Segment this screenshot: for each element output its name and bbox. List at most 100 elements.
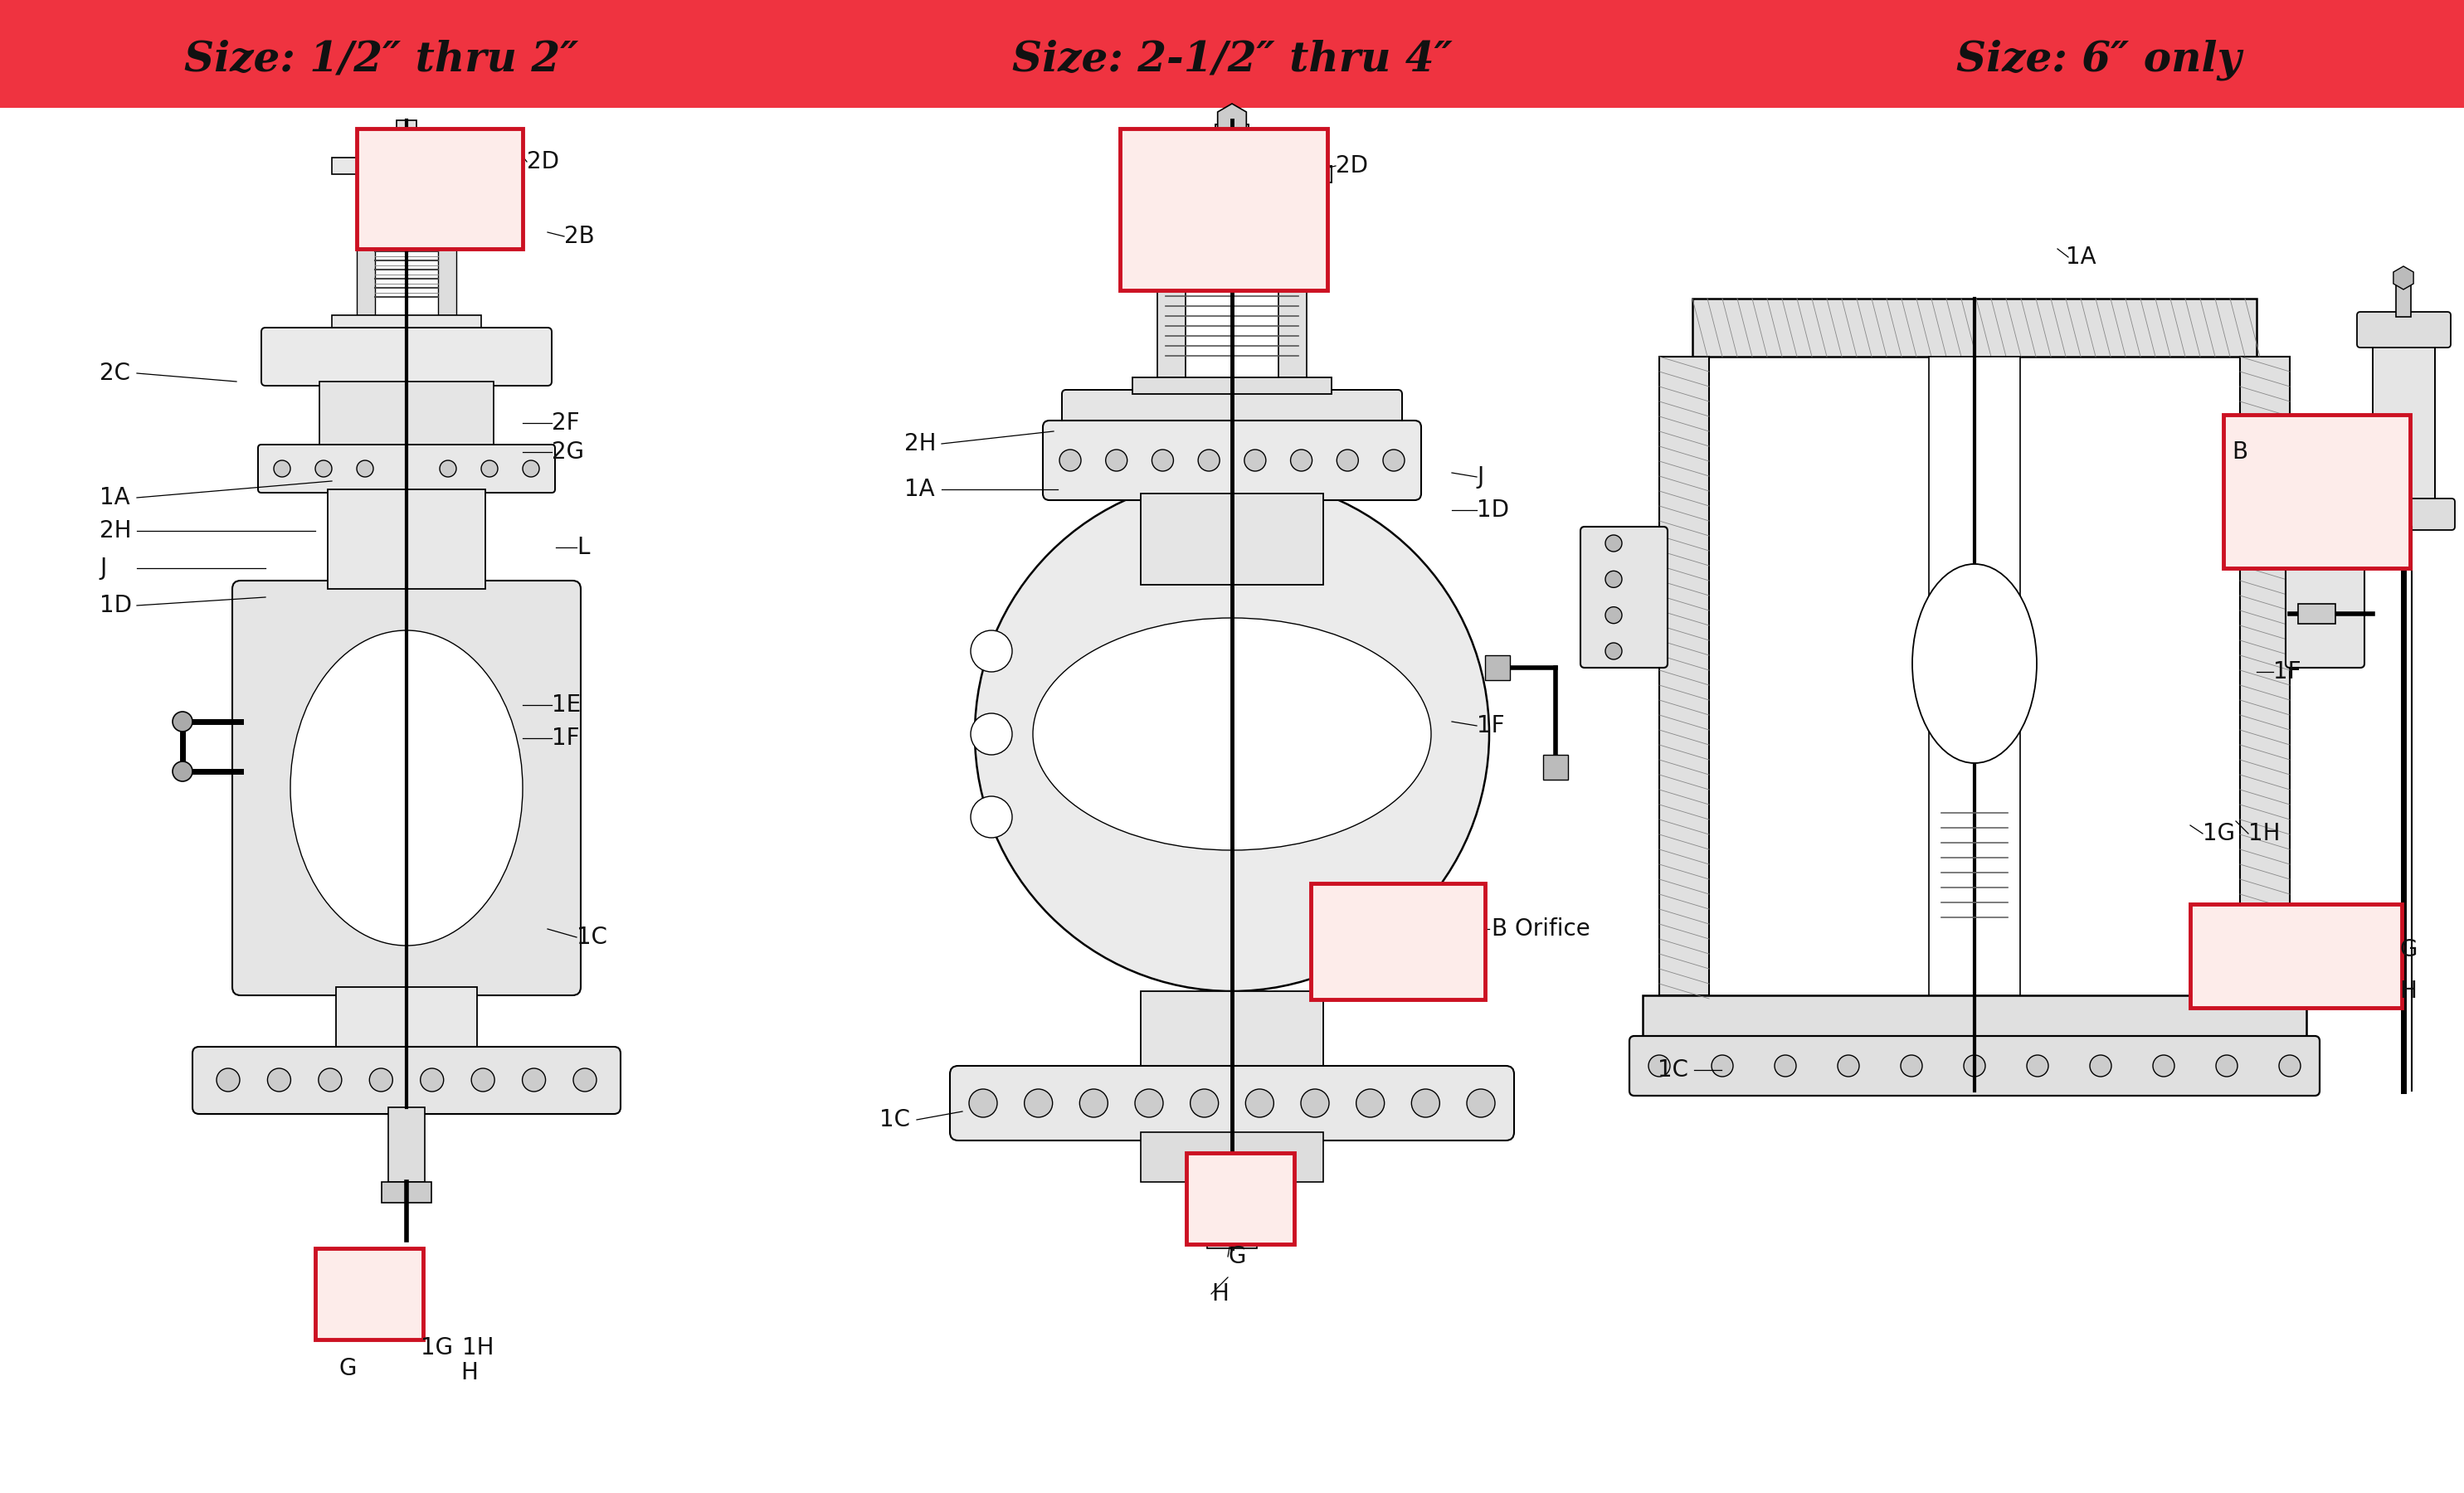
Circle shape [2028,1056,2048,1076]
Circle shape [1607,570,1621,588]
Circle shape [357,460,375,476]
Circle shape [1964,1056,1986,1076]
Text: 1A: 1A [2065,245,2097,269]
Circle shape [269,1069,291,1091]
Text: L: L [577,536,589,558]
Circle shape [1412,1088,1439,1117]
Bar [2190,905,2402,1008]
Circle shape [971,714,1013,755]
Circle shape [976,476,1488,991]
Text: 1F: 1F [1476,714,1506,738]
Bar [397,121,416,136]
Bar [1141,494,1323,585]
Text: 2G: 2G [552,440,584,464]
Text: H: H [1212,1282,1230,1305]
Circle shape [971,796,1013,838]
Text: Size: 6″ only: Size: 6″ only [1956,39,2242,81]
Bar [1693,299,2257,357]
Text: J: J [1476,466,1483,488]
Bar [1658,357,1710,996]
Ellipse shape [1032,618,1432,850]
Bar [1215,124,1249,161]
Text: G: G [338,1357,357,1380]
Text: 1D: 1D [1476,499,1508,521]
Bar [1542,755,1567,779]
FancyBboxPatch shape [261,327,552,385]
Circle shape [421,1069,444,1091]
Bar [1486,655,1510,681]
Text: 1A: 1A [99,487,131,509]
Bar [1929,357,2020,996]
Circle shape [2154,1056,2173,1076]
Circle shape [1607,606,1621,624]
Circle shape [1151,449,1173,472]
Text: B Orifice: B Orifice [1491,917,1589,941]
Text: 2D: 2D [527,151,559,173]
Text: 2D: 2D [1335,154,1368,178]
Circle shape [1712,1056,1732,1076]
Text: Size: 1/2″ thru 2″: Size: 1/2″ thru 2″ [185,39,579,81]
Text: 2H: 2H [99,520,131,542]
Circle shape [1355,1088,1385,1117]
Circle shape [480,460,498,476]
Bar [2395,282,2410,317]
Text: 1H: 1H [463,1336,495,1360]
Text: 2H: 2H [904,431,936,455]
Bar [1185,1153,1294,1244]
Text: 1D: 1D [99,594,133,617]
Bar [320,382,493,448]
Circle shape [1648,1056,1671,1076]
FancyBboxPatch shape [2358,312,2452,348]
Text: 2B: 2B [564,225,594,248]
Bar [382,1182,431,1203]
Circle shape [1900,1056,1922,1076]
Text: Size: 2-1/2″ thru 4″: Size: 2-1/2″ thru 4″ [1013,39,1451,81]
Bar [1133,166,1331,182]
Text: 1F: 1F [552,727,579,749]
Bar [333,158,480,175]
FancyBboxPatch shape [1042,421,1422,500]
Bar [357,175,375,315]
Circle shape [1291,449,1313,472]
Text: J: J [99,557,106,579]
Circle shape [471,1069,495,1091]
Circle shape [172,761,192,781]
Text: 1F: 1F [2274,660,2301,684]
Text: 1H: 1H [2247,823,2279,845]
Circle shape [522,460,540,476]
FancyBboxPatch shape [232,581,582,996]
Bar [2299,603,2336,624]
Circle shape [1607,534,1621,551]
Bar [1121,128,1328,290]
Text: H: H [461,1362,478,1384]
FancyBboxPatch shape [192,1047,621,1114]
Bar [328,490,485,588]
Circle shape [1136,1088,1163,1117]
Text: B: B [2232,440,2247,464]
Circle shape [1190,1088,1220,1117]
Bar [335,987,478,1054]
Circle shape [1244,1088,1274,1117]
Circle shape [1607,643,1621,660]
Bar [360,133,453,158]
Bar [1158,178,1185,378]
Circle shape [1774,1056,1796,1076]
Bar [1207,1182,1257,1248]
Circle shape [968,1088,998,1117]
FancyBboxPatch shape [1629,1036,2319,1096]
Circle shape [370,1069,392,1091]
Circle shape [1301,1088,1328,1117]
Bar [1141,991,1323,1073]
Bar [439,175,456,315]
FancyBboxPatch shape [1062,390,1402,431]
Bar [1202,161,1262,178]
Circle shape [1060,449,1082,472]
Circle shape [1382,449,1404,472]
Text: 1G: 1G [2203,823,2235,845]
Ellipse shape [291,630,522,945]
Bar [333,315,480,331]
Text: 1E: 1E [552,693,582,717]
Circle shape [522,1069,545,1091]
Text: 1A: 1A [904,478,934,502]
Circle shape [315,460,333,476]
